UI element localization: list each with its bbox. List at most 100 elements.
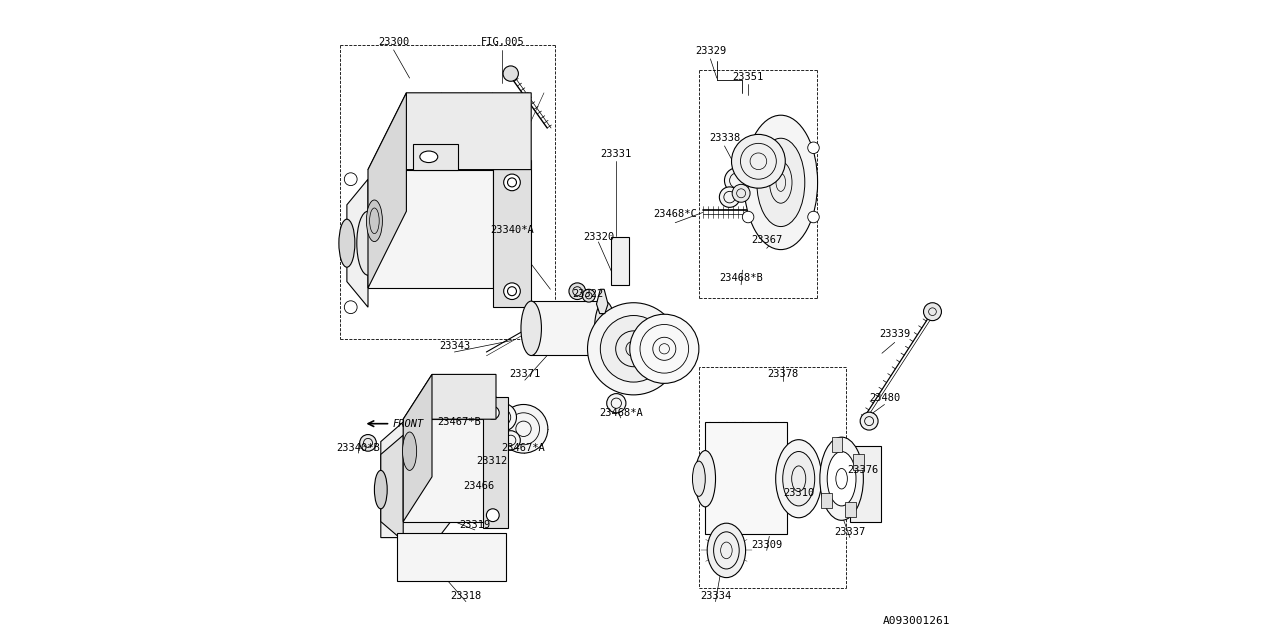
Bar — [612, 237, 630, 285]
Text: A093001261: A093001261 — [883, 616, 950, 626]
Text: 23343: 23343 — [439, 340, 470, 351]
Text: 23322: 23322 — [572, 289, 603, 300]
Polygon shape — [381, 435, 403, 541]
Circle shape — [607, 394, 626, 413]
Bar — [484, 397, 507, 528]
Circle shape — [507, 178, 517, 187]
Text: 23339: 23339 — [879, 329, 910, 339]
Bar — [369, 170, 493, 288]
Circle shape — [488, 403, 517, 431]
Text: 23340*B: 23340*B — [337, 443, 380, 453]
Text: 23468*B: 23468*B — [719, 273, 763, 284]
Bar — [403, 419, 486, 522]
Text: 23367: 23367 — [751, 235, 782, 245]
Text: 23337: 23337 — [835, 527, 865, 538]
Polygon shape — [369, 93, 407, 288]
Bar — [397, 533, 506, 581]
Ellipse shape — [827, 452, 856, 506]
Text: 23312: 23312 — [476, 456, 507, 466]
Circle shape — [808, 142, 819, 154]
Bar — [494, 463, 506, 475]
Text: 23466: 23466 — [463, 481, 494, 492]
Circle shape — [630, 314, 699, 383]
Text: 23338: 23338 — [709, 132, 740, 143]
Circle shape — [732, 184, 750, 202]
Text: 23376: 23376 — [847, 465, 878, 476]
Text: 23467*B: 23467*B — [438, 417, 481, 428]
Text: 23309: 23309 — [751, 540, 782, 550]
Bar — [850, 446, 881, 522]
Circle shape — [742, 142, 754, 154]
Ellipse shape — [366, 200, 383, 242]
Text: 23329: 23329 — [695, 46, 726, 56]
Bar — [412, 144, 458, 170]
Circle shape — [808, 211, 819, 223]
Polygon shape — [347, 179, 369, 307]
Circle shape — [507, 287, 517, 296]
Polygon shape — [596, 289, 608, 314]
Text: 23468*A: 23468*A — [599, 408, 643, 418]
Circle shape — [504, 174, 521, 191]
Ellipse shape — [357, 211, 379, 275]
Circle shape — [724, 168, 750, 193]
Polygon shape — [403, 374, 433, 522]
Circle shape — [568, 283, 586, 300]
Ellipse shape — [402, 432, 417, 470]
Text: 23319: 23319 — [460, 520, 490, 530]
Text: 23467*A: 23467*A — [502, 443, 545, 453]
Text: 23480: 23480 — [869, 393, 900, 403]
Circle shape — [719, 187, 740, 207]
Circle shape — [486, 509, 499, 522]
Text: 23320: 23320 — [582, 232, 614, 242]
Circle shape — [582, 289, 595, 302]
Ellipse shape — [744, 115, 818, 250]
Ellipse shape — [375, 470, 387, 509]
Ellipse shape — [707, 524, 745, 577]
Ellipse shape — [420, 151, 438, 163]
Ellipse shape — [339, 219, 355, 268]
Circle shape — [486, 406, 499, 419]
Ellipse shape — [777, 451, 797, 507]
Text: FRONT: FRONT — [393, 419, 424, 429]
Bar — [846, 502, 856, 518]
Circle shape — [600, 316, 667, 382]
Polygon shape — [493, 160, 531, 307]
Text: 23310: 23310 — [783, 488, 814, 498]
Circle shape — [503, 66, 518, 81]
Text: 23351: 23351 — [732, 72, 763, 82]
Bar — [832, 436, 842, 452]
Circle shape — [732, 134, 786, 188]
Bar — [822, 493, 832, 508]
Text: 23334: 23334 — [700, 591, 731, 602]
Polygon shape — [381, 397, 497, 538]
Ellipse shape — [692, 461, 705, 497]
Bar — [705, 422, 787, 534]
Text: 23378: 23378 — [768, 369, 799, 380]
Ellipse shape — [521, 301, 541, 356]
Circle shape — [860, 412, 878, 430]
Circle shape — [588, 303, 680, 395]
Text: 23340*A: 23340*A — [490, 225, 534, 236]
Text: FIG.005: FIG.005 — [480, 36, 525, 47]
Ellipse shape — [594, 301, 614, 356]
Circle shape — [924, 303, 942, 321]
Text: 23300: 23300 — [378, 36, 410, 47]
Bar — [531, 301, 605, 355]
Text: 23468*C: 23468*C — [653, 209, 698, 220]
Ellipse shape — [819, 437, 863, 520]
Text: 23318: 23318 — [451, 591, 481, 602]
Circle shape — [360, 435, 376, 451]
Ellipse shape — [695, 451, 716, 507]
Ellipse shape — [776, 440, 822, 518]
Text: 23371: 23371 — [509, 369, 540, 380]
Circle shape — [504, 283, 521, 300]
Ellipse shape — [783, 452, 815, 506]
Ellipse shape — [756, 138, 805, 227]
Polygon shape — [369, 93, 531, 170]
Text: 23331: 23331 — [600, 148, 631, 159]
Circle shape — [500, 431, 521, 450]
Circle shape — [742, 211, 754, 223]
Bar — [854, 454, 864, 470]
Polygon shape — [403, 374, 497, 419]
Circle shape — [499, 404, 548, 453]
